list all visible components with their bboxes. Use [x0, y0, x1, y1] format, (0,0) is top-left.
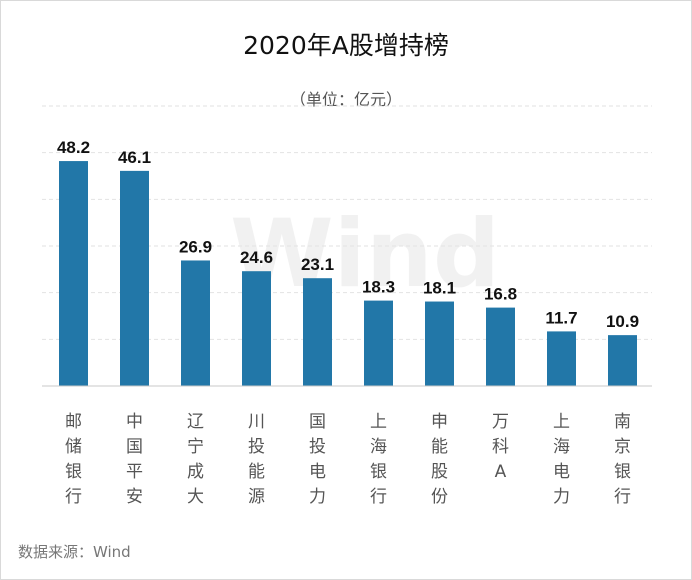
category-label: 申能股份: [431, 412, 448, 507]
category-labels: 邮储银行 中国平安 辽宁成大 川投能源 国投电力 上海银行 申能股份 万科 A 上海电力 南京银行: [65, 412, 631, 507]
category-label: 上海电力: [553, 412, 570, 507]
category-label: 辽宁成大: [187, 412, 204, 507]
chart-title: 2020年A股增持榜: [243, 31, 449, 60]
wind-watermark: Wind: [230, 200, 501, 309]
value-label: 23.1: [301, 255, 334, 274]
category-label: 川投能源: [248, 412, 265, 507]
value-label: 16.8: [484, 285, 517, 304]
value-label: 26.9: [179, 237, 212, 256]
category-label: 上海银行: [370, 412, 387, 507]
bar: [364, 300, 393, 386]
value-labels: 48.2 46.1 26.9 24.6 23.1 18.3 18.1 16.8 11.7 10.9: [57, 138, 639, 331]
value-label: 24.6: [240, 248, 273, 267]
value-label: 48.2: [57, 138, 90, 157]
bars: [59, 161, 637, 386]
bar: [547, 331, 576, 386]
category-label: 万科 A: [492, 412, 509, 482]
value-label: 11.7: [545, 308, 577, 327]
bar: [181, 260, 210, 386]
category-label: 国投电力: [309, 412, 326, 507]
bar: [120, 170, 149, 386]
value-label: 18.3: [362, 278, 395, 297]
category-label: 邮储银行: [65, 412, 82, 507]
data-source-note: 数据来源：Wind: [18, 543, 131, 561]
category-label: 南京银行: [614, 412, 631, 507]
category-label: 中国平安: [126, 412, 143, 507]
bar: [486, 307, 515, 386]
bar: [242, 271, 271, 386]
bar: [59, 161, 88, 386]
chart-unit-subtitle: （单位：亿元）: [289, 90, 402, 109]
bar: [303, 278, 332, 386]
value-label: 18.1: [423, 279, 456, 298]
value-label: 10.9: [606, 312, 639, 331]
value-label: 46.1: [118, 148, 151, 167]
bar: [425, 301, 454, 386]
bar: [608, 335, 637, 386]
